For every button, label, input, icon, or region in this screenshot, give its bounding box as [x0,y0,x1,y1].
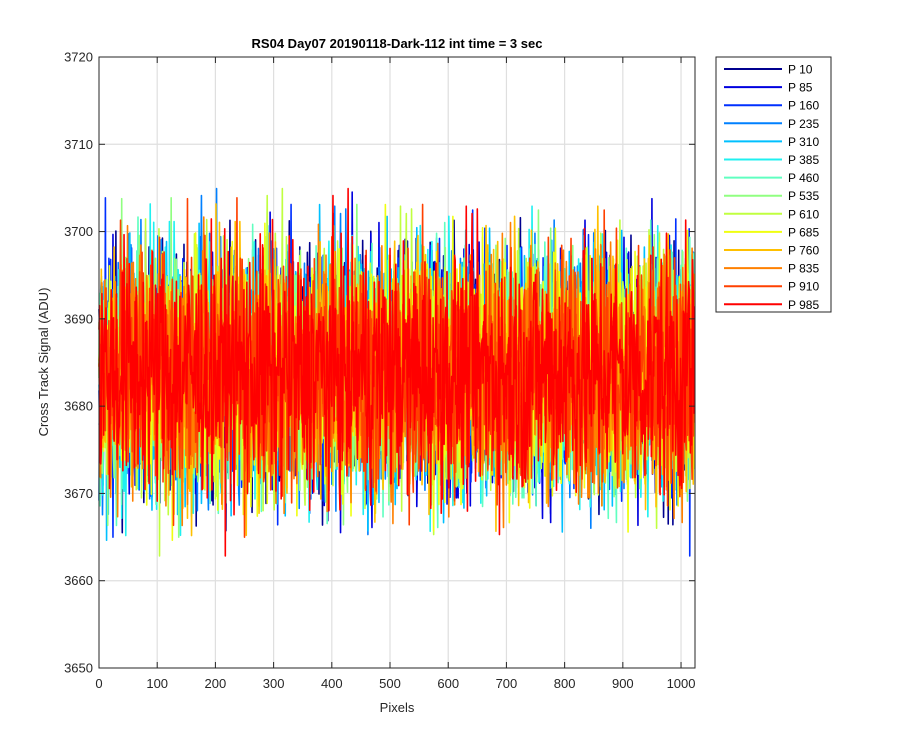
legend-entry: P 235 [788,117,819,131]
legend-entry: P 760 [788,244,819,258]
x-tick-label: 200 [205,676,227,691]
legend-entry: P 310 [788,135,819,149]
x-tick-label: 400 [321,676,343,691]
x-tick-label: 0 [95,676,102,691]
legend-entry: P 460 [788,171,819,185]
legend-entry: P 610 [788,207,819,221]
x-tick-label: 500 [379,676,401,691]
legend-box [715,56,832,313]
legend-entry: P 10 [788,63,813,77]
legend-entry: P 835 [788,262,819,276]
legend-entry: P 910 [788,280,819,294]
legend-entry: P 85 [788,81,813,95]
legend-entry: P 385 [788,153,819,167]
legend-entry: P 985 [788,298,819,312]
y-tick-label: 3680 [64,399,93,414]
x-tick-label: 700 [496,676,518,691]
x-tick-label: 600 [437,676,459,691]
series-line-p985 [98,187,696,557]
y-tick-label: 3710 [64,137,93,152]
x-tick-label: 300 [263,676,285,691]
x-tick-label: 100 [146,676,168,691]
x-tick-label: 1000 [667,676,696,691]
y-tick-label: 3720 [64,50,93,65]
y-axis-label: Cross Track Signal (ADU) [36,288,51,437]
y-tick-label: 3700 [64,224,93,239]
chart-title: RS04 Day07 20190118-Dark-112 int time = … [252,36,543,51]
legend-entry: P 685 [788,225,819,239]
y-tick-label: 3660 [64,573,93,588]
legend: P 10 P 85 P 160 P 235 P 310 P 385 P 460 P 535 P … [715,56,832,313]
legend-entry: P 535 [788,189,819,203]
y-tick-label: 3650 [64,661,93,676]
y-tick-label: 3690 [64,311,93,326]
y-tick-label: 3670 [64,486,93,501]
x-tick-label: 800 [554,676,576,691]
x-tick-label: 900 [612,676,634,691]
axis-ticks: 0 100 200 300 400 500 600 700 800 900 1000 3650 3660… [64,50,695,692]
legend-entry: P 160 [788,99,819,113]
plot-frame [98,56,696,669]
series-layer [98,187,696,557]
x-axis-label: Pixels [380,700,415,715]
